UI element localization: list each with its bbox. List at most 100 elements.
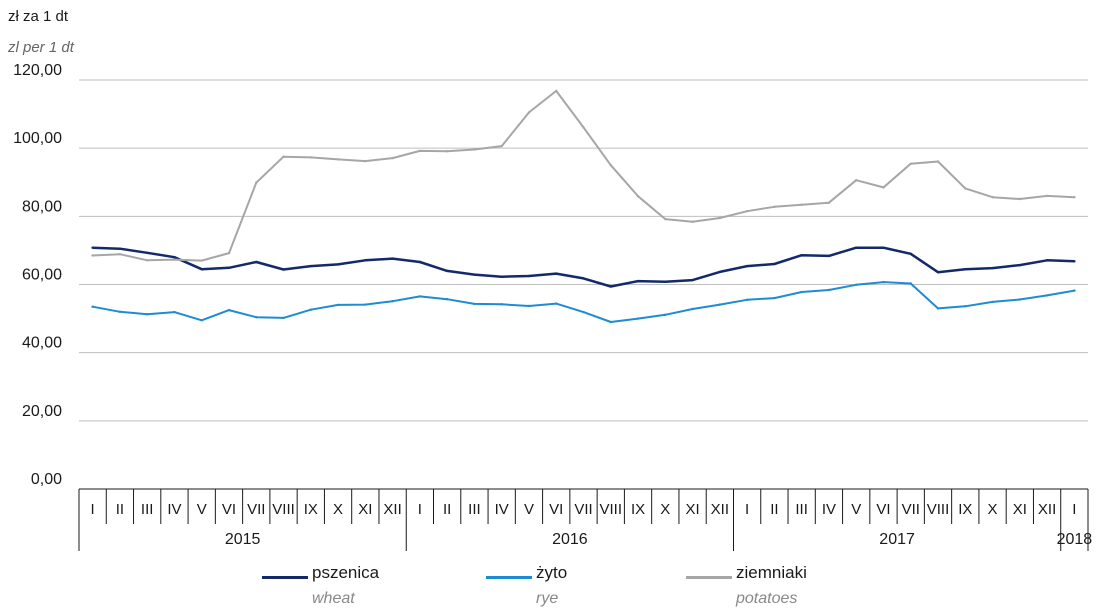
data-point-ziemniaki xyxy=(173,258,176,261)
data-point-ziemniaki xyxy=(364,159,367,163)
year-label: 2016 xyxy=(552,531,588,548)
data-point-pszenica xyxy=(200,268,203,271)
data-point-pszenica xyxy=(309,264,312,268)
data-point-pszenica xyxy=(173,256,176,259)
data-point-zyto xyxy=(500,303,503,306)
month-label: IV xyxy=(167,501,181,518)
series-lines xyxy=(91,89,1076,324)
month-label: XI xyxy=(358,501,372,518)
data-point-ziemniaki xyxy=(118,253,122,256)
month-label: VIII xyxy=(272,501,295,518)
data-point-pszenica xyxy=(582,277,585,280)
month-label: I xyxy=(1072,501,1076,518)
data-point-ziemniaki xyxy=(200,259,203,262)
data-point-zyto xyxy=(991,300,994,304)
month-label: II xyxy=(443,501,451,518)
data-point-zyto xyxy=(745,298,749,301)
month-label: I xyxy=(745,501,749,518)
month-label: III xyxy=(141,501,154,518)
y-tick-label: 80,00 xyxy=(22,198,62,215)
month-label: IX xyxy=(304,501,318,518)
gridlines xyxy=(79,79,1088,422)
data-point-pszenica xyxy=(146,251,149,254)
month-label: VII xyxy=(902,501,920,518)
series-line-zyto xyxy=(92,281,1075,323)
y-tick-label: 60,00 xyxy=(22,267,62,284)
data-point-ziemniaki xyxy=(745,210,749,213)
month-label: XI xyxy=(1013,501,1027,518)
data-point-zyto xyxy=(773,296,776,300)
data-point-ziemniaki xyxy=(282,155,285,158)
data-point-ziemniaki xyxy=(882,186,885,189)
data-point-ziemniaki xyxy=(636,195,640,198)
data-point-zyto xyxy=(227,308,231,312)
month-label: XII xyxy=(1038,501,1056,518)
data-point-ziemniaki xyxy=(582,126,585,129)
data-point-zyto xyxy=(964,305,967,308)
data-point-ziemniaki xyxy=(418,149,422,153)
data-point-zyto xyxy=(445,298,449,301)
data-point-ziemniaki xyxy=(664,217,667,221)
month-label: XII xyxy=(711,501,729,518)
data-point-zyto xyxy=(636,317,640,320)
data-point-pszenica xyxy=(745,264,749,268)
data-point-ziemniaki xyxy=(909,162,912,165)
data-point-pszenica xyxy=(964,268,967,271)
data-point-ziemniaki xyxy=(773,205,776,208)
y-tick-label: 40,00 xyxy=(22,335,62,352)
month-label: X xyxy=(988,501,998,518)
data-point-zyto xyxy=(282,316,285,320)
data-point-ziemniaki xyxy=(855,179,858,182)
data-point-zyto xyxy=(118,310,122,313)
month-label: VI xyxy=(876,501,890,518)
legend-label-zyto: żyto xyxy=(536,563,568,582)
data-point-zyto xyxy=(1073,289,1076,292)
month-label: XI xyxy=(685,501,699,518)
legend-label-zyto-en: rye xyxy=(536,590,559,607)
data-point-ziemniaki xyxy=(500,144,503,148)
month-label: IV xyxy=(822,501,836,518)
legend-label-ziemniaki-en: potatoes xyxy=(736,590,798,607)
data-point-ziemniaki xyxy=(1045,194,1049,198)
year-label: 2018 xyxy=(1057,531,1093,548)
legend-swatch-ziemniaki xyxy=(686,576,732,579)
series-line-pszenica xyxy=(92,246,1075,288)
month-label: VI xyxy=(549,501,563,518)
data-point-zyto xyxy=(855,283,858,286)
data-point-zyto xyxy=(336,303,340,307)
data-point-zyto xyxy=(364,303,367,306)
data-point-pszenica xyxy=(1018,263,1021,267)
month-label: I xyxy=(418,501,422,518)
y-axis-unit-label: zł za 1 dt xyxy=(8,8,69,25)
data-point-ziemniaki xyxy=(309,156,312,159)
data-point-pszenica xyxy=(1073,260,1076,263)
data-point-pszenica xyxy=(609,285,612,288)
data-point-ziemniaki xyxy=(473,148,476,151)
data-point-pszenica xyxy=(118,247,122,250)
x-axis: I II III IV V VI VII VIII IX X XI XII I II III IV V VI VII… xyxy=(78,488,1093,551)
data-point-pszenica xyxy=(555,272,558,275)
data-point-ziemniaki xyxy=(827,201,831,204)
data-point-zyto xyxy=(146,313,149,316)
data-point-pszenica xyxy=(800,254,803,257)
month-label: III xyxy=(795,501,808,518)
month-label: III xyxy=(468,501,481,518)
data-point-ziemniaki xyxy=(964,187,967,190)
month-label: X xyxy=(333,501,343,518)
data-point-pszenica xyxy=(691,278,694,282)
data-point-ziemniaki xyxy=(1018,197,1021,201)
month-label: II xyxy=(770,501,778,518)
data-point-pszenica xyxy=(936,271,940,274)
data-point-ziemniaki xyxy=(227,251,231,255)
month-label: VII xyxy=(574,501,592,518)
data-point-pszenica xyxy=(418,260,422,264)
legend-label-ziemniaki: ziemniaki xyxy=(736,563,807,582)
data-point-ziemniaki xyxy=(691,220,694,223)
month-label: IX xyxy=(958,501,972,518)
y-tick-label: 20,00 xyxy=(22,403,62,420)
data-point-ziemniaki xyxy=(555,89,558,93)
data-point-ziemniaki xyxy=(445,150,449,153)
legend-label-pszenica: pszenica xyxy=(312,563,380,582)
data-point-zyto xyxy=(609,320,612,324)
data-point-pszenica xyxy=(773,262,776,266)
